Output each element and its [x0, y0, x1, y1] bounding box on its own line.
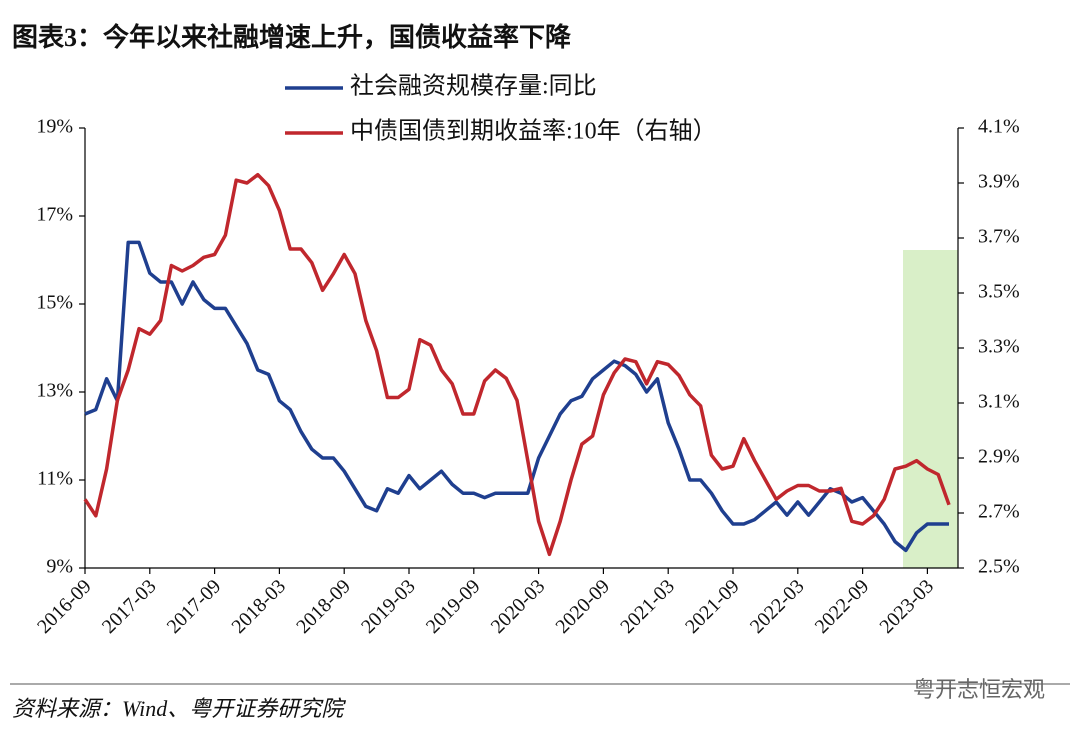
- x-tick-label: 2018-09: [292, 575, 355, 638]
- x-tick-label: 2020-03: [487, 575, 550, 638]
- y2-tick-label: 3.9%: [978, 171, 1020, 193]
- y2-tick-label: 3.5%: [978, 281, 1020, 303]
- highlight-region: [903, 250, 958, 568]
- legend-label: 社会融资规模存量:同比: [350, 73, 597, 100]
- x-tick-label: 2017-03: [98, 575, 161, 638]
- legend-label: 中债国债到期收益率:10年（右轴）: [350, 118, 717, 145]
- x-tick-label: 2016-09: [33, 575, 96, 638]
- y2-tick-label: 3.1%: [978, 391, 1020, 413]
- x-tick-label: 2022-03: [746, 575, 809, 638]
- chart-title: 图表3：今年以来社融增速上升，国债收益率下降: [12, 22, 572, 52]
- y2-tick-label: 3.3%: [978, 336, 1020, 358]
- series-line: [83, 172, 951, 557]
- y-tick-label: 13%: [36, 380, 73, 402]
- series-line: [84, 240, 949, 553]
- x-tick-label: 2019-03: [357, 575, 420, 638]
- y-tick-label: 9%: [46, 556, 73, 578]
- y-tick-label: 19%: [36, 116, 73, 138]
- y2-tick-label: 3.7%: [978, 226, 1020, 248]
- x-tick-label: 2021-09: [681, 575, 744, 638]
- y-tick-label: 15%: [36, 292, 73, 314]
- x-tick-label: 2020-09: [551, 575, 614, 638]
- x-tick-label: 2022-09: [811, 575, 874, 638]
- x-tick-label: 2019-09: [422, 575, 485, 638]
- watermark: 粤开志恒宏观: [913, 678, 1045, 703]
- x-tick-label: 2021-03: [616, 575, 679, 638]
- y-tick-label: 17%: [36, 204, 73, 226]
- source-note: 资料来源：Wind、粤开证券研究院: [12, 696, 346, 721]
- x-tick-label: 2023-03: [875, 575, 938, 638]
- x-tick-label: 2018-03: [227, 575, 290, 638]
- y2-tick-label: 4.1%: [978, 116, 1020, 138]
- x-tick-label: 2017-09: [163, 575, 226, 638]
- y2-tick-label: 2.9%: [978, 446, 1020, 468]
- y2-tick-label: 2.5%: [978, 556, 1020, 578]
- y-tick-label: 11%: [37, 468, 73, 490]
- y2-tick-label: 2.7%: [978, 501, 1020, 523]
